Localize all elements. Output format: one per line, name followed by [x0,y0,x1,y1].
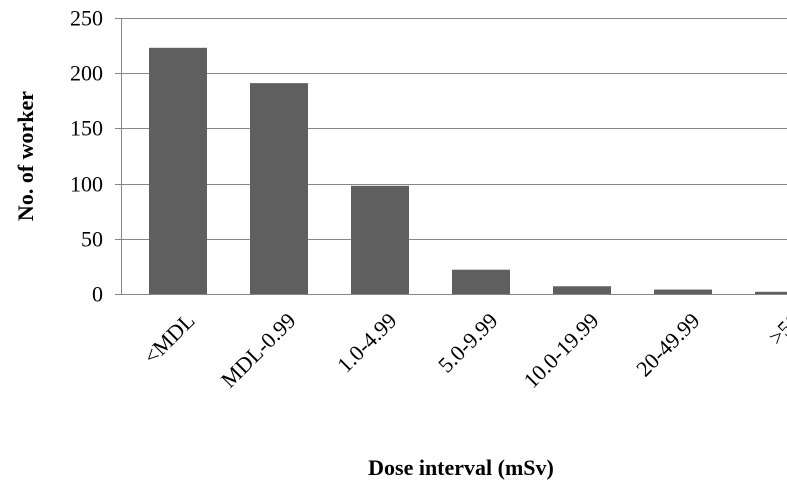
y-tick-label: 150 [70,116,103,141]
x-tick-labels: <MDL MDL-0.99 1.0-4.99 5.0-9.99 10.0-19.99 20… [139,308,787,393]
bar [351,185,409,294]
x-tick-label: >50 [764,308,787,350]
y-tick-label: 250 [70,6,103,31]
x-tick-label: MDL-0.99 [216,308,301,393]
y-tick-label: 200 [70,61,103,86]
y-tick-labels: 0 50 100 150 200 250 [70,6,103,307]
bar [149,47,207,294]
bar [654,289,712,294]
x-tick-label: 20-49.99 [631,308,704,381]
bar [553,286,611,294]
x-tick-label: 5.0-9.99 [433,308,503,378]
y-tick-label: 0 [92,282,103,307]
y-axis-title: No. of worker [13,91,38,221]
x-tick-label: <MDL [139,308,200,369]
bars [149,47,787,294]
bar [755,291,787,294]
bar [250,83,308,294]
y-tick-label: 100 [70,172,103,197]
gridlines [121,18,787,240]
y-tick-label: 50 [81,227,103,252]
x-tick-label: 1.0-4.99 [332,308,402,378]
x-axis-title: Dose interval (mSv) [368,455,554,480]
bar [452,269,510,294]
x-tick-label: 10.0-19.99 [518,308,603,393]
axes [115,18,787,295]
